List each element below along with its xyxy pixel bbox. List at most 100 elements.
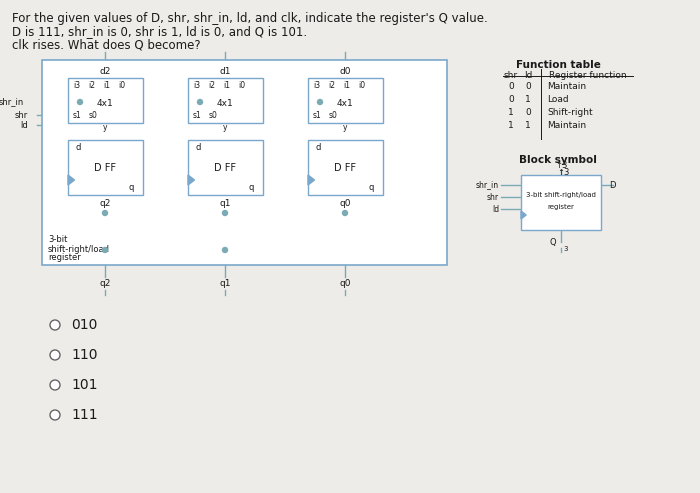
Text: i1: i1 (344, 81, 351, 91)
Text: s1: s1 (193, 111, 202, 120)
Bar (42, 60, 447, 265)
Text: q: q (128, 182, 134, 191)
Text: Register function: Register function (550, 71, 626, 80)
Text: i3: i3 (74, 81, 80, 91)
Circle shape (342, 211, 347, 215)
Bar (521, 175, 601, 230)
Bar (68, 140, 143, 195)
Polygon shape (68, 175, 74, 185)
Text: i3: i3 (314, 81, 321, 91)
Text: i2: i2 (88, 81, 95, 91)
Text: q1: q1 (219, 199, 231, 208)
Circle shape (50, 350, 60, 360)
Text: i1: i1 (104, 81, 111, 91)
Text: q: q (248, 182, 253, 191)
Text: 0: 0 (508, 95, 514, 104)
Text: ↑3: ↑3 (556, 168, 569, 177)
Text: 010: 010 (71, 318, 97, 332)
Text: ld: ld (524, 71, 532, 80)
Text: D FF: D FF (94, 163, 116, 173)
Circle shape (102, 247, 108, 252)
Text: i1: i1 (223, 81, 230, 91)
Text: q1: q1 (219, 279, 231, 287)
Text: 110: 110 (71, 348, 97, 362)
Text: 1: 1 (525, 95, 531, 104)
Text: 4x1: 4x1 (216, 100, 233, 108)
Circle shape (318, 100, 323, 105)
Text: Q: Q (550, 238, 556, 247)
Text: D FF: D FF (334, 163, 356, 173)
Text: s1: s1 (313, 111, 321, 120)
Text: D FF: D FF (214, 163, 236, 173)
Text: d: d (76, 143, 80, 152)
Text: clk rises. What does Q become?: clk rises. What does Q become? (12, 38, 201, 51)
Text: Maintain: Maintain (547, 82, 586, 91)
Text: i0: i0 (239, 81, 246, 91)
Text: 1: 1 (525, 121, 531, 130)
Bar (308, 78, 383, 123)
Text: 0: 0 (525, 82, 531, 91)
Circle shape (50, 380, 60, 390)
Bar (188, 140, 263, 195)
Circle shape (197, 100, 202, 105)
Text: ld: ld (20, 120, 28, 130)
Circle shape (102, 211, 108, 215)
Text: i3: i3 (193, 81, 201, 91)
Text: d2: d2 (99, 67, 111, 75)
Text: s0: s0 (328, 111, 337, 120)
Text: d: d (195, 143, 201, 152)
Text: i2: i2 (209, 81, 216, 91)
Text: Maintain: Maintain (547, 121, 586, 130)
Bar (188, 78, 263, 123)
Text: 0: 0 (525, 108, 531, 117)
Text: D: D (609, 180, 615, 189)
Text: q0: q0 (340, 279, 351, 287)
Text: 1: 1 (508, 108, 514, 117)
Text: shr: shr (15, 110, 28, 119)
Text: ld: ld (492, 205, 499, 213)
Text: ↑3: ↑3 (555, 161, 567, 170)
Text: i2: i2 (328, 81, 335, 91)
Text: 0: 0 (508, 82, 514, 91)
Text: register: register (547, 204, 575, 210)
Circle shape (223, 211, 228, 215)
Text: s0: s0 (209, 111, 218, 120)
Text: i0: i0 (358, 81, 365, 91)
Bar (68, 78, 143, 123)
Circle shape (223, 247, 228, 252)
Text: y: y (343, 124, 347, 133)
Text: d1: d1 (219, 67, 231, 75)
Text: 1: 1 (508, 121, 514, 130)
Text: d0: d0 (340, 67, 351, 75)
Text: q2: q2 (99, 279, 111, 287)
Text: 111: 111 (71, 408, 97, 422)
Text: shr_in: shr_in (0, 98, 24, 106)
Circle shape (78, 100, 83, 105)
Text: i0: i0 (118, 81, 125, 91)
Text: shr_in: shr_in (476, 180, 499, 189)
Polygon shape (308, 175, 314, 185)
Text: q0: q0 (340, 199, 351, 208)
Text: 4x1: 4x1 (337, 100, 354, 108)
Text: register: register (48, 253, 80, 262)
Text: Function table: Function table (516, 60, 601, 70)
Text: q: q (368, 182, 374, 191)
Text: 3: 3 (563, 246, 568, 252)
Text: Load: Load (547, 95, 568, 104)
Text: 4x1: 4x1 (97, 100, 113, 108)
Text: 101: 101 (71, 378, 97, 392)
Polygon shape (521, 211, 526, 219)
Text: 3-bit: 3-bit (48, 236, 67, 245)
Circle shape (50, 410, 60, 420)
Text: shr: shr (487, 192, 499, 202)
Text: shr: shr (504, 71, 518, 80)
Text: 3-bit shift-right/load: 3-bit shift-right/load (526, 192, 596, 198)
Text: Shift-right: Shift-right (547, 108, 593, 117)
Text: Block symbol: Block symbol (519, 155, 597, 165)
Text: For the given values of D, shr, shr_in, ld, and clk, indicate the register's Q v: For the given values of D, shr, shr_in, … (12, 12, 488, 25)
Circle shape (50, 320, 60, 330)
Text: y: y (223, 124, 228, 133)
Text: y: y (103, 124, 107, 133)
Bar (308, 140, 383, 195)
Text: s0: s0 (89, 111, 97, 120)
